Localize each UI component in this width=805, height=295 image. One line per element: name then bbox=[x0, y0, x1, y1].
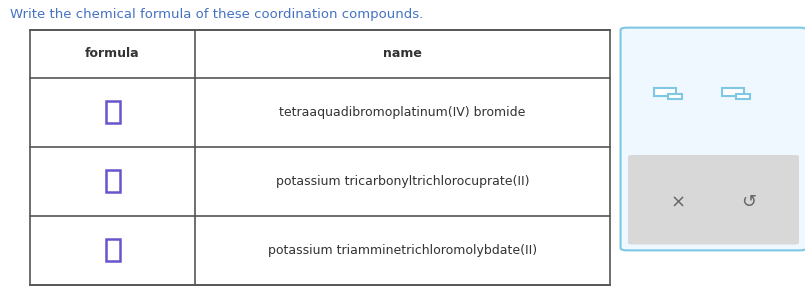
Text: Write the chemical formula of these coordination compounds.: Write the chemical formula of these coor… bbox=[10, 8, 423, 21]
FancyBboxPatch shape bbox=[668, 94, 682, 99]
Text: potassium tricarbonyltrichlorocuprate(II): potassium tricarbonyltrichlorocuprate(II… bbox=[276, 175, 529, 188]
FancyBboxPatch shape bbox=[105, 101, 119, 123]
FancyBboxPatch shape bbox=[30, 30, 610, 285]
FancyBboxPatch shape bbox=[628, 155, 799, 245]
Text: potassium triamminetrichloromolybdate(II): potassium triamminetrichloromolybdate(II… bbox=[268, 244, 537, 257]
FancyBboxPatch shape bbox=[722, 88, 744, 96]
FancyBboxPatch shape bbox=[105, 240, 119, 261]
Text: tetraaquadibromoplatinum(IV) bromide: tetraaquadibromoplatinum(IV) bromide bbox=[279, 106, 526, 119]
Text: name: name bbox=[383, 47, 422, 60]
FancyBboxPatch shape bbox=[621, 28, 805, 250]
FancyBboxPatch shape bbox=[654, 88, 676, 96]
Text: formula: formula bbox=[85, 47, 140, 60]
FancyBboxPatch shape bbox=[736, 94, 750, 99]
FancyBboxPatch shape bbox=[105, 171, 119, 192]
Text: ↺: ↺ bbox=[741, 193, 756, 211]
Text: ×: × bbox=[671, 193, 686, 211]
